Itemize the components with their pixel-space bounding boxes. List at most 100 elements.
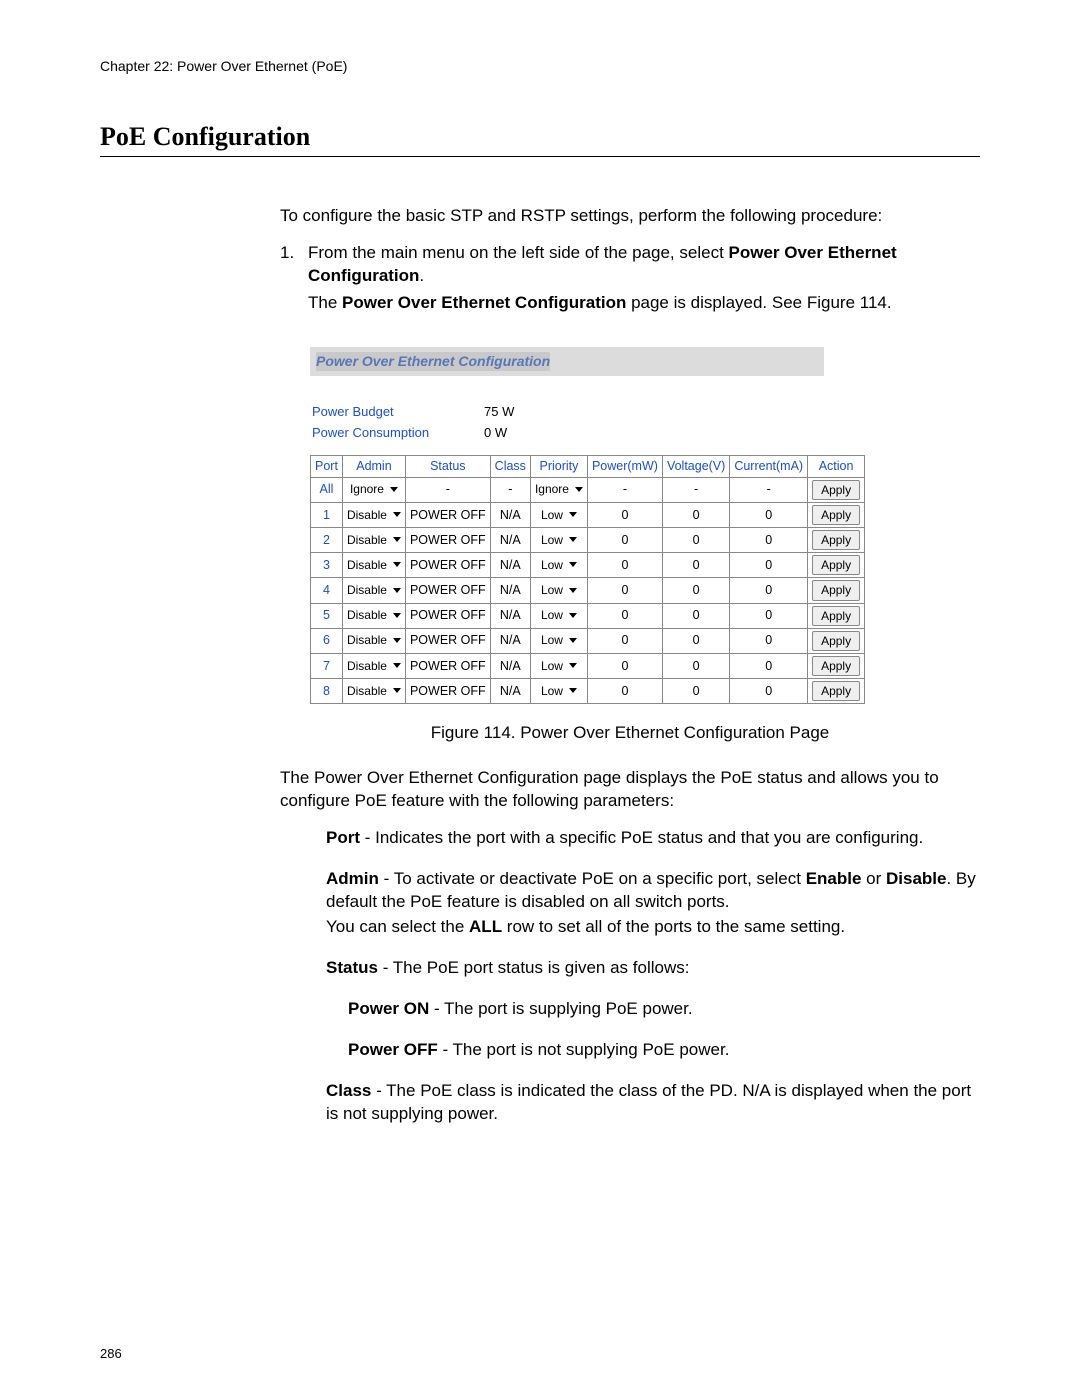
cell-current-all: - (730, 477, 808, 502)
apply-button[interactable]: Apply (812, 681, 860, 701)
cell-priority[interactable]: Low (530, 628, 587, 653)
figure-caption: Figure 114. Power Over Ethernet Configur… (280, 722, 980, 745)
priority-value: Low (541, 582, 563, 598)
cell-priority[interactable]: Low (530, 553, 587, 578)
col-action: Action (808, 455, 865, 477)
page-title: PoE Configuration (100, 122, 980, 157)
admin-value: Disable (347, 557, 387, 573)
intro-text: To configure the basic STP and RSTP sett… (280, 205, 980, 228)
cell-admin[interactable]: Disable (342, 578, 405, 603)
cell-action: Apply (808, 603, 865, 628)
cell-power: 0 (587, 653, 662, 678)
col-power: Power(mW) (587, 455, 662, 477)
chevron-down-icon (393, 562, 401, 567)
cell-action: Apply (808, 653, 865, 678)
def-admin-enable: Enable (806, 869, 862, 888)
page-number: 286 (100, 1346, 122, 1361)
cell-admin[interactable]: Disable (342, 502, 405, 527)
cell-port: 5 (311, 603, 343, 628)
apply-button[interactable]: Apply (812, 656, 860, 676)
cell-admin[interactable]: Disable (342, 603, 405, 628)
admin-all-value: Ignore (350, 481, 384, 497)
col-current: Current(mA) (730, 455, 808, 477)
priority-value: Low (541, 607, 563, 623)
apply-button[interactable]: Apply (812, 480, 860, 500)
apply-button[interactable]: Apply (812, 631, 860, 651)
cell-admin-all[interactable]: Ignore (342, 477, 405, 502)
cell-power: 0 (587, 578, 662, 603)
cell-status: POWER OFF (405, 653, 490, 678)
cell-current: 0 (730, 628, 808, 653)
cell-action: Apply (808, 628, 865, 653)
def-off-text: - The port is not supplying PoE power. (438, 1040, 730, 1059)
priority-value: Low (541, 683, 563, 699)
cell-voltage-all: - (662, 477, 729, 502)
cell-priority[interactable]: Low (530, 528, 587, 553)
cell-status: POWER OFF (405, 628, 490, 653)
cell-power: 0 (587, 628, 662, 653)
cell-priority-all[interactable]: Ignore (530, 477, 587, 502)
cell-voltage: 0 (662, 679, 729, 704)
cell-priority[interactable]: Low (530, 679, 587, 704)
priority-all-value: Ignore (535, 481, 569, 497)
chevron-down-icon (569, 562, 577, 567)
cell-admin[interactable]: Disable (342, 628, 405, 653)
cell-priority[interactable]: Low (530, 653, 587, 678)
apply-button[interactable]: Apply (812, 606, 860, 626)
cell-port: 7 (311, 653, 343, 678)
step-1: 1. From the main menu on the left side o… (280, 242, 980, 329)
admin-value: Disable (347, 582, 387, 598)
poe-config-table: Port Admin Status Class Priority Power(m… (310, 455, 865, 705)
cell-class: N/A (490, 653, 530, 678)
cell-port: 6 (311, 628, 343, 653)
def-admin-disable: Disable (886, 869, 946, 888)
apply-button[interactable]: Apply (812, 530, 860, 550)
chevron-down-icon (390, 487, 398, 492)
cell-status: POWER OFF (405, 603, 490, 628)
chevron-down-icon (393, 588, 401, 593)
priority-value: Low (541, 507, 563, 523)
table-row: 7DisablePOWER OFFN/ALow000Apply (311, 653, 865, 678)
apply-button[interactable]: Apply (812, 555, 860, 575)
admin-value: Disable (347, 683, 387, 699)
cell-voltage: 0 (662, 528, 729, 553)
cell-priority[interactable]: Low (530, 578, 587, 603)
cell-current: 0 (730, 653, 808, 678)
power-info-table: Power Budget 75 W Power Consumption 0 W (310, 400, 516, 445)
admin-value: Disable (347, 658, 387, 674)
cell-priority[interactable]: Low (530, 502, 587, 527)
cell-class-all: - (490, 477, 530, 502)
priority-value: Low (541, 557, 563, 573)
cell-port: 1 (311, 502, 343, 527)
apply-button[interactable]: Apply (812, 505, 860, 525)
chevron-down-icon (393, 638, 401, 643)
cell-admin[interactable]: Disable (342, 653, 405, 678)
def-port-label: Port (326, 828, 360, 847)
table-row: 6DisablePOWER OFFN/ALow000Apply (311, 628, 865, 653)
step-1-text-c: The (308, 293, 342, 312)
cell-admin[interactable]: Disable (342, 553, 405, 578)
cell-action: Apply (808, 502, 865, 527)
cell-current: 0 (730, 578, 808, 603)
def-admin-t3a: You can select the (326, 917, 469, 936)
cell-class: N/A (490, 502, 530, 527)
def-admin-all: ALL (469, 917, 502, 936)
cell-status: POWER OFF (405, 578, 490, 603)
chevron-down-icon (569, 613, 577, 618)
power-budget-label: Power Budget (312, 402, 482, 422)
chevron-down-icon (393, 537, 401, 542)
cell-admin[interactable]: Disable (342, 679, 405, 704)
chevron-down-icon (393, 512, 401, 517)
chevron-down-icon (569, 512, 577, 517)
def-admin-t1: - To activate or deactivate PoE on a spe… (379, 869, 806, 888)
table-row: 1DisablePOWER OFFN/ALow000Apply (311, 502, 865, 527)
cell-priority[interactable]: Low (530, 603, 587, 628)
apply-button[interactable]: Apply (812, 580, 860, 600)
cell-voltage: 0 (662, 553, 729, 578)
step-1-text-b: . (419, 266, 424, 285)
cell-admin[interactable]: Disable (342, 528, 405, 553)
panel-title: Power Over Ethernet Configuration (316, 352, 550, 371)
cell-current: 0 (730, 603, 808, 628)
power-budget-value: 75 W (484, 402, 514, 422)
col-priority: Priority (530, 455, 587, 477)
